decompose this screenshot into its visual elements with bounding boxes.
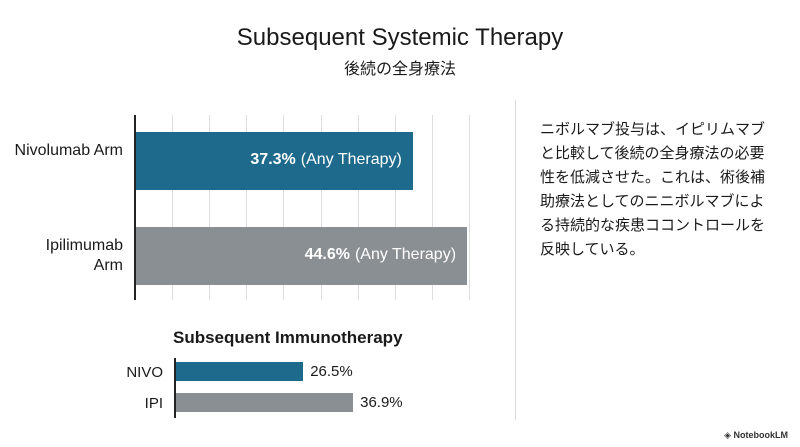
bar (136, 227, 468, 285)
category-label: IPI (144, 394, 163, 412)
slide-subtitle: 後続の全身療法 (343, 61, 456, 78)
divider (515, 100, 516, 420)
category-label: NIVO (126, 363, 163, 381)
value-note: (Any Therapy) (300, 151, 402, 168)
grid-line (394, 115, 396, 300)
value-note: (Any Therapy) (354, 246, 457, 263)
bar (176, 393, 354, 412)
value-label: 37.3% (250, 151, 296, 168)
axis-line (174, 358, 176, 418)
value-label: 26.5% (310, 362, 353, 380)
category-label: Ipilimumab Arm (45, 237, 123, 274)
footer: ◈ NotebookLM (724, 430, 788, 441)
value-label-group: 37.3% (Any Therapy) (250, 151, 401, 169)
footer-icon: ◈ (724, 430, 734, 440)
bar (176, 362, 304, 381)
grid-line (357, 115, 359, 300)
category-label: Nivolumab Arm (14, 142, 123, 159)
footer-text: NotebookLM (733, 430, 789, 440)
grid-line (246, 115, 248, 300)
note-text: ニボルマブ投与は、イピリムマブと比較して後続の全身療法の必要性を低減させた。これ… (540, 121, 766, 258)
grid-line (172, 115, 174, 300)
value-label: 36.9% (360, 393, 403, 411)
grid-line (431, 115, 433, 300)
grid-line (209, 115, 211, 300)
grid-line (320, 115, 322, 300)
slide-title: Subsequent Systemic Therapy (236, 24, 564, 51)
chart-title: Subsequent Immunotherapy (173, 328, 403, 347)
grid-line (283, 115, 285, 300)
value-label-group: 44.6% (Any Therapy) (305, 246, 456, 264)
bar (136, 132, 413, 190)
value-label: 44.6% (304, 246, 350, 263)
axis-line (134, 115, 136, 300)
grid-line (469, 115, 470, 300)
